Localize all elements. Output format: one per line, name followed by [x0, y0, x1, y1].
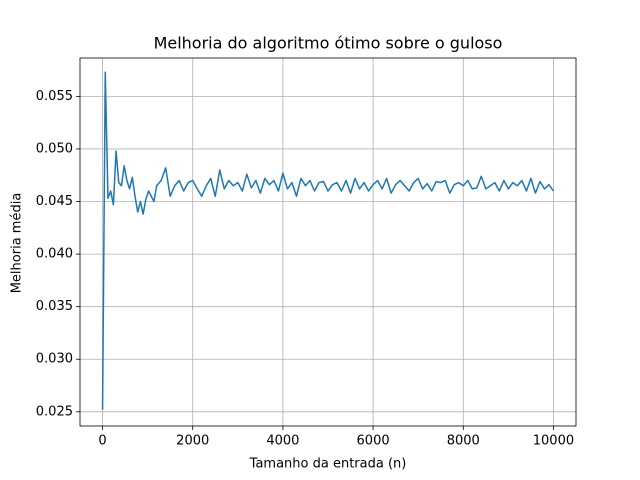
x-tick-label: 10000	[533, 434, 574, 449]
data-line	[101, 71, 555, 410]
y-tick-label: 0.035	[36, 299, 73, 314]
y-tick-label: 0.030	[36, 352, 73, 367]
y-tick-label: 0.040	[36, 247, 73, 262]
plot-frame	[79, 57, 577, 427]
y-tick-label: 0.045	[36, 194, 73, 209]
x-tick-label: 2000	[176, 434, 209, 449]
x-tick-label: 4000	[266, 434, 299, 449]
x-axis-label: Tamanho da entrada (n)	[249, 457, 407, 472]
y-tick-label: 0.055	[36, 89, 73, 104]
x-tick-label: 0	[98, 434, 106, 449]
chart-title: Melhoria do algoritmo ótimo sobre o gulo…	[154, 34, 503, 53]
x-tick-label: 6000	[357, 434, 390, 449]
y-tick-label: 0.050	[36, 141, 73, 156]
x-tick-label: 8000	[447, 434, 480, 449]
y-axis-label: Melhoria média	[10, 193, 25, 294]
y-tick-label: 0.025	[36, 404, 73, 419]
